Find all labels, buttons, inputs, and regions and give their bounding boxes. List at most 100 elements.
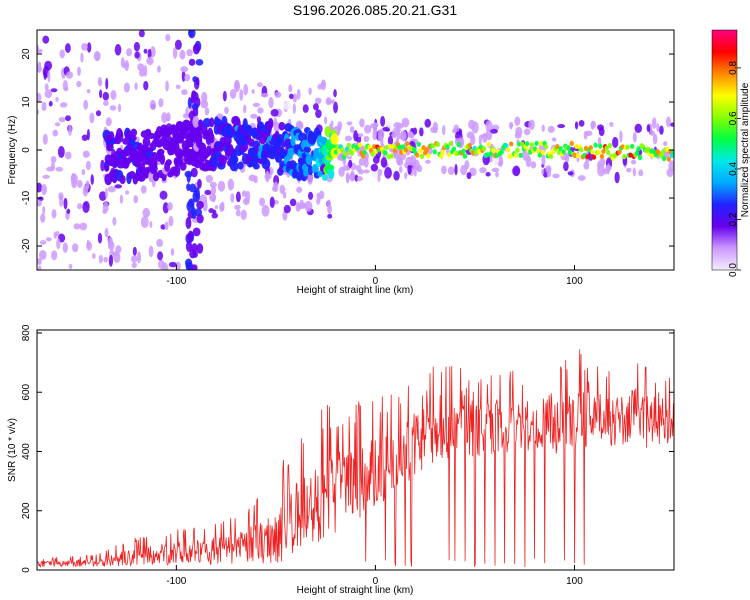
spectrogram-cell [82, 201, 90, 213]
spectrogram-cell [204, 107, 210, 116]
spectrogram-cell [548, 153, 554, 160]
spectrogram-cell [369, 123, 378, 129]
spectrogram-cell [95, 52, 100, 61]
spectrogram-cell [151, 163, 158, 174]
spectrogram-cell [179, 161, 187, 171]
spectrogram-cell [479, 167, 487, 174]
spectrogram-cell [190, 91, 199, 101]
spectrogram-cell [520, 141, 525, 147]
spectrogram-cell [46, 166, 54, 172]
spectrogram-cell [112, 251, 120, 256]
spectrogram-cell [288, 84, 293, 93]
spectrogram-cell [211, 212, 219, 219]
spectrogram-cell [646, 124, 651, 133]
spectrogram-cell [273, 121, 280, 133]
spectrogram-cell [132, 246, 137, 256]
spectrogram-cell [398, 166, 403, 173]
spectrogram-cell [42, 133, 48, 145]
colorbar-label: Normalized spectral amplitude [740, 82, 750, 217]
spectrogram-cell [441, 165, 447, 175]
spectrogram-cell [283, 204, 291, 214]
spectrogram-cell [37, 48, 43, 53]
spectrogram-cell [401, 117, 410, 128]
spectrogram-cell [102, 208, 107, 214]
spectrogram-cell [669, 122, 674, 127]
spectrogram-cell [575, 152, 581, 159]
spectrogram-cell [274, 91, 282, 98]
spectrogram-cell [270, 109, 279, 117]
spectrogram-cell [323, 116, 328, 125]
spectrogram-cell [237, 161, 244, 170]
y-tick-label: 800 [21, 324, 32, 341]
spectrogram-cell [391, 132, 397, 139]
spectrogram-cell [110, 90, 117, 100]
spectrogram-cell [331, 99, 335, 105]
spectrogram-cell [530, 161, 537, 169]
snr-panel: -100 0 100 0 200 400 600 800 Height of straigh… [7, 324, 675, 596]
spectrogram-cell [637, 154, 643, 161]
spectrogram-cell [168, 215, 174, 227]
spectrogram-cell [454, 163, 458, 176]
spectrogram-cell [665, 146, 670, 152]
spectrogram-cell [296, 186, 303, 193]
spectrogram-cell [85, 160, 91, 171]
spectrogram-cell [344, 135, 353, 142]
spectrogram-cell [377, 168, 383, 177]
spectrogram-cell [72, 243, 79, 253]
spectrogram-cell [41, 183, 48, 196]
spectrogram-cell [192, 227, 201, 237]
spectrogram-cell [70, 173, 78, 185]
spectrogram-cell [660, 150, 665, 156]
spectrogram-cell [607, 142, 613, 149]
spectrogram-cell [90, 174, 94, 185]
spectrogram-cell [583, 161, 590, 170]
spectrogram-cell [196, 200, 204, 210]
snr-x-axis: -100 0 100 [166, 565, 583, 587]
spectrogram-cell [424, 118, 431, 128]
colorbar-tick-label: 0.6 [728, 111, 739, 125]
spectrogram-cell [149, 99, 156, 110]
spectrogram-cell [56, 238, 61, 250]
spectrogram-cell [370, 163, 379, 172]
x-tick-label: 0 [373, 576, 379, 587]
spectrogram-cell [176, 148, 184, 159]
spectrogram-cell [217, 180, 226, 192]
spectrogram-cell [333, 89, 337, 98]
spectrogram-cell [574, 121, 579, 130]
spectrogram-cell [77, 179, 83, 189]
spectrogram-cell [57, 146, 65, 158]
spectrogram-cell [243, 83, 249, 96]
spectrogram-cell [588, 145, 593, 151]
spectrogram-cell [307, 173, 313, 185]
spectrogram-cell [330, 133, 339, 145]
spectrogram-cell [412, 127, 418, 135]
snr-plot-area [37, 349, 674, 569]
spectrogram-cell [252, 102, 260, 108]
spectrogram-cell [583, 130, 588, 140]
spectrogram-cell [320, 79, 327, 91]
snr-y-axis: 0 200 400 600 800 [21, 324, 674, 573]
spectrogram-cell [499, 149, 504, 155]
spectrogram-cell [308, 87, 312, 96]
spectrogram-cell [64, 43, 71, 53]
spectrogram-cell [355, 164, 362, 172]
spectrogram-cell [51, 209, 57, 219]
spectrogram-cell [534, 140, 539, 147]
spectrogram-cell [142, 207, 151, 218]
spectrogram-cell [413, 170, 417, 177]
spectrogram-cell [235, 209, 241, 217]
spectrogram-cell [663, 141, 668, 147]
spectrogram-cell [315, 192, 321, 205]
spectrogram-cell [119, 194, 124, 204]
spectrogram-cell [45, 237, 52, 242]
spectrogram-cell [77, 66, 81, 77]
spectrogram-cell [146, 56, 154, 66]
y-tick-label: 600 [21, 383, 32, 400]
spectrogram-cell [446, 152, 452, 158]
spectrogram-cell [350, 170, 355, 182]
spectrogram-cell [563, 161, 569, 172]
snr-xlabel: Height of straight line (km) [297, 585, 414, 596]
spectrogram-cell [157, 148, 165, 156]
spectrogram-cell [147, 48, 152, 60]
spectrogram-cell [218, 155, 227, 166]
